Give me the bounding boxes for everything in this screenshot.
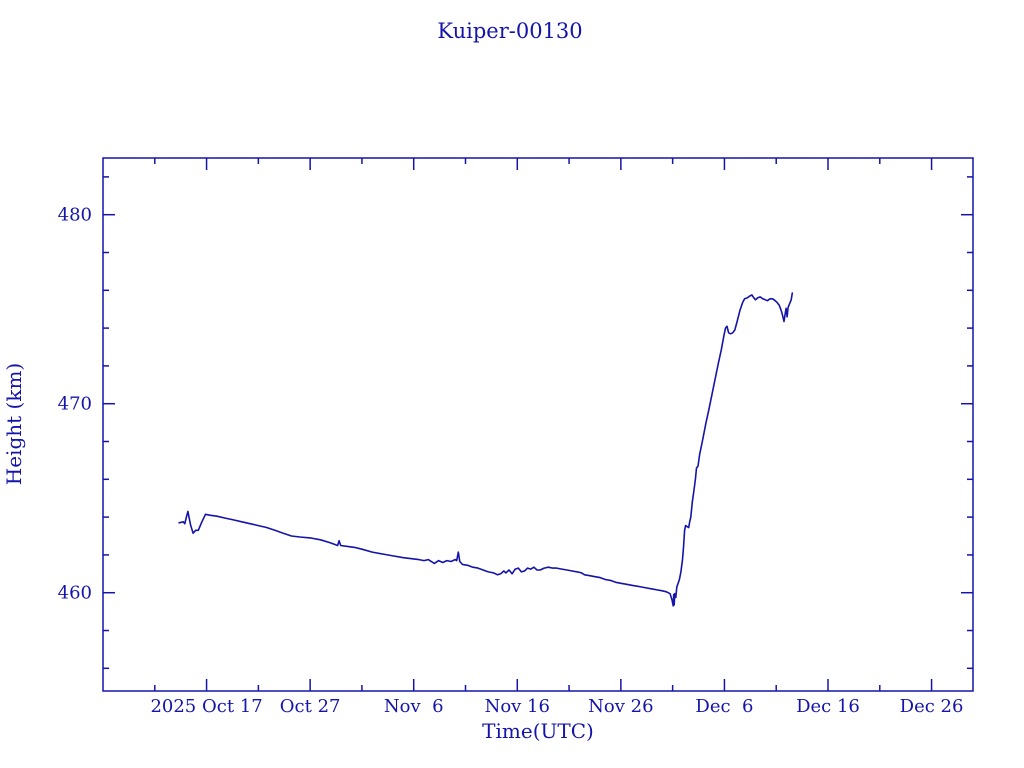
chart-title: Kuiper-00130 (437, 19, 582, 43)
x-tick-label: Nov 26 (588, 696, 653, 717)
axis-tick-labels: 2025 Oct 17 Oct 27 Nov 6 Nov 16 Nov 26 Dec 6 D… (58, 205, 964, 717)
x-tick-label: Oct 27 (280, 696, 341, 717)
x-tick-label: 2025 Oct 17 (150, 696, 262, 717)
y-tick-label: 460 (58, 583, 92, 604)
y-axis-label: Height (km) (2, 363, 26, 485)
x-tick-label: Dec 16 (796, 696, 860, 717)
data-series (178, 292, 794, 607)
plot-border (102, 157, 974, 692)
x-tick-label: Dec 6 (695, 696, 753, 717)
y-tick-label: 480 (58, 205, 92, 226)
x-tick-label: Nov 16 (485, 696, 550, 717)
y-tick-label: 470 (58, 394, 92, 415)
x-axis-label: Time(UTC) (482, 719, 594, 743)
axis-ticks (103, 158, 973, 691)
x-tick-label: Dec 26 (900, 696, 964, 717)
plot-frame (102, 157, 974, 692)
data-line (178, 292, 794, 607)
x-tick-label: Nov 6 (384, 696, 444, 717)
